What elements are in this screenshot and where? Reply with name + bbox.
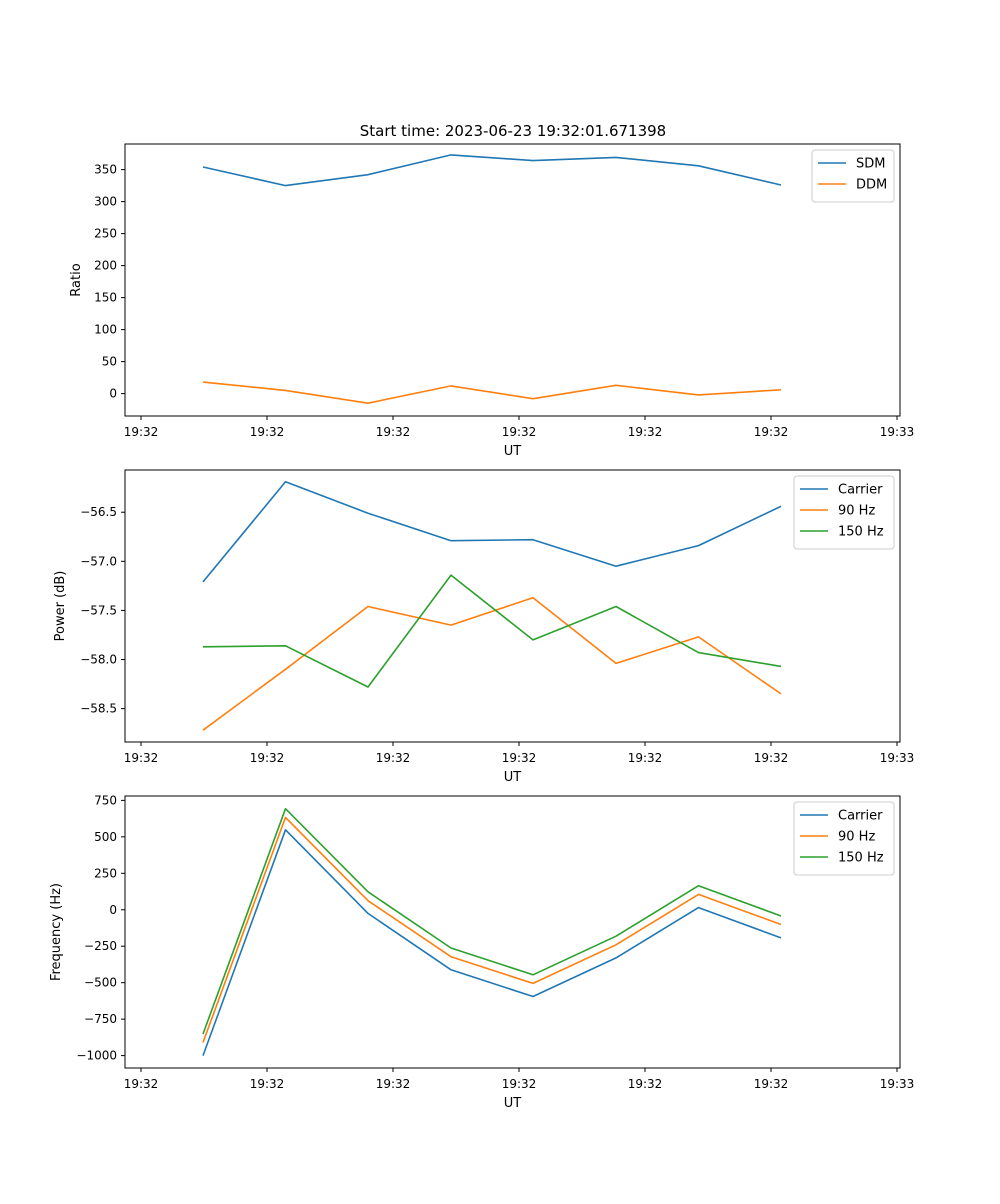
x-tick-label: 19:33 [880, 751, 915, 765]
y-axis-ticks: −58.5 −58.0 −57.5 −57.0 −56.5 [80, 505, 125, 716]
chart-panel-1: 19:32 19:32 19:32 19:32 19:32 19:32 19:33 0 50 10… [69, 143, 915, 459]
figure-title: Start time: 2023-06-23 19:32:01.671398 [360, 122, 666, 140]
y-tick-label: 250 [94, 227, 117, 241]
y-tick-label: 750 [94, 793, 117, 807]
y-tick-label: −750 [84, 1012, 117, 1026]
x-tick-label: 19:32 [628, 751, 663, 765]
plot-frame [124, 795, 901, 1069]
y-tick-label: 300 [94, 195, 117, 209]
y-tick-label: 500 [94, 830, 117, 844]
x-axis-ticks: 19:32 19:32 19:32 19:32 19:32 19:32 19:33 [124, 742, 915, 765]
x-tick-label: 19:32 [250, 1077, 285, 1091]
legend-label: 90 Hz [838, 504, 875, 519]
plot-frame [124, 469, 901, 743]
x-tick-label: 19:33 [880, 1077, 915, 1091]
plot-frame [124, 143, 901, 417]
legend: Carrier 90 Hz 150 Hz [793, 475, 895, 550]
y-tick-label: −57.0 [80, 554, 117, 568]
x-tick-label: 19:32 [376, 425, 411, 439]
y-tick-label: 350 [94, 163, 117, 177]
series-line-ddm [202, 381, 782, 405]
legend-label: SDM [856, 157, 885, 172]
y-tick-label: 100 [94, 323, 117, 337]
x-tick-label: 19:32 [376, 751, 411, 765]
y-tick-label: −57.5 [80, 603, 117, 617]
y-tick-label: −250 [84, 939, 117, 953]
y-tick-label: −58.0 [80, 653, 117, 667]
x-tick-label: 19:32 [628, 1077, 663, 1091]
legend-label: Carrier [838, 809, 883, 824]
series-line-carrier [202, 828, 782, 1056]
x-tick-label: 19:32 [124, 425, 159, 439]
x-tick-label: 19:32 [754, 425, 789, 439]
chart-panel-2: 19:32 19:32 19:32 19:32 19:32 19:32 19:33 −58.5… [53, 469, 915, 785]
y-axis-ticks: −1000 −750 −500 −250 0 250 500 750 [76, 793, 125, 1063]
y-tick-label: 0 [109, 387, 117, 401]
x-axis-ticks: 19:32 19:32 19:32 19:32 19:32 19:32 19:33 [124, 416, 915, 439]
x-tick-label: 19:32 [124, 1077, 159, 1091]
y-tick-label: 250 [94, 866, 117, 880]
series-line-90-hz [202, 816, 782, 1043]
y-tick-label: −500 [84, 976, 117, 990]
legend: SDM DDM [811, 149, 895, 203]
legend: Carrier 90 Hz 150 Hz [793, 801, 895, 876]
legend-label: 150 Hz [838, 851, 884, 866]
y-tick-label: 0 [109, 903, 117, 917]
legend-label: DDM [856, 178, 887, 193]
x-axis-label: UT [504, 770, 522, 785]
series-line-carrier [202, 480, 782, 583]
y-axis-label: Ratio [69, 263, 84, 296]
series-line-150-hz [202, 574, 782, 688]
series-line-90-hz [202, 596, 782, 731]
x-tick-label: 19:32 [124, 751, 159, 765]
x-tick-label: 19:32 [754, 751, 789, 765]
x-tick-label: 19:32 [502, 425, 537, 439]
x-tick-label: 19:32 [250, 425, 285, 439]
y-tick-label: 150 [94, 291, 117, 305]
y-axis-label: Frequency (Hz) [49, 883, 64, 981]
x-axis-ticks: 19:32 19:32 19:32 19:32 19:32 19:32 19:33 [124, 1068, 915, 1091]
y-tick-label: −56.5 [80, 505, 117, 519]
x-axis-label: UT [504, 444, 522, 459]
x-tick-label: 19:32 [376, 1077, 411, 1091]
series-line-sdm [202, 154, 782, 187]
y-tick-label: 200 [94, 259, 117, 273]
y-tick-label: −1000 [76, 1049, 117, 1063]
legend-label: 150 Hz [838, 525, 884, 540]
legend-label: 90 Hz [838, 830, 875, 845]
y-tick-label: 50 [102, 355, 117, 369]
x-tick-label: 19:33 [880, 425, 915, 439]
y-tick-label: −58.5 [80, 702, 117, 716]
x-axis-label: UT [504, 1096, 522, 1111]
chart-panel-3: 19:32 19:32 19:32 19:32 19:32 19:32 19:33 −1000… [49, 793, 914, 1111]
y-axis-ticks: 0 50 100 150 200 250 300 350 [94, 163, 125, 401]
series-line-150-hz [202, 807, 782, 1035]
x-tick-label: 19:32 [502, 1077, 537, 1091]
x-tick-label: 19:32 [754, 1077, 789, 1091]
x-tick-label: 19:32 [502, 751, 537, 765]
y-axis-label: Power (dB) [53, 571, 68, 642]
legend-label: Carrier [838, 483, 883, 498]
x-tick-label: 19:32 [250, 751, 285, 765]
x-tick-label: 19:32 [628, 425, 663, 439]
